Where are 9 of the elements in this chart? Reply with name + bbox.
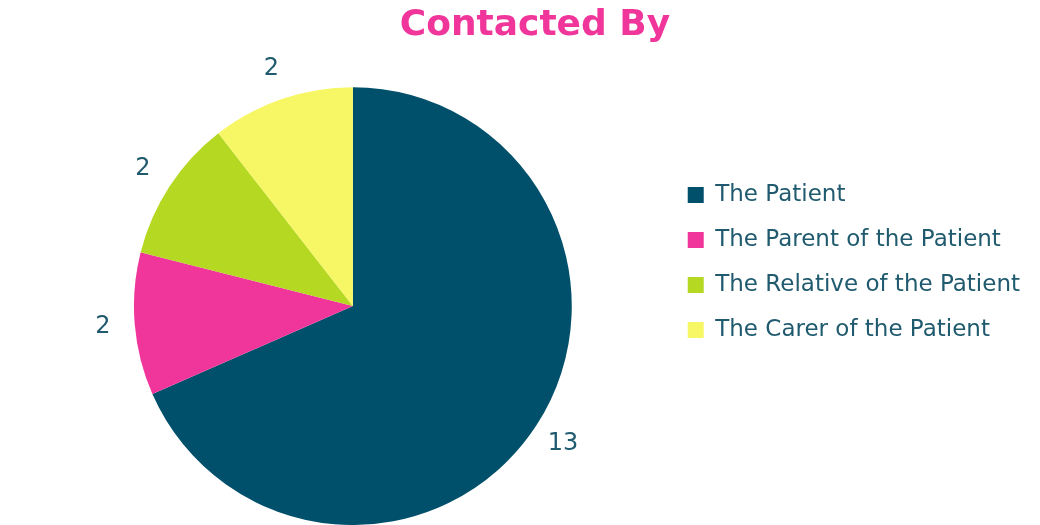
chart-title: Contacted By <box>399 1 671 43</box>
data-label: 13 <box>547 427 579 456</box>
data-label: 2 <box>263 53 280 82</box>
legend-label: The Parent of the Patient <box>714 224 1001 251</box>
data-label: 2 <box>135 153 151 182</box>
legend-label: The Patient <box>714 179 846 206</box>
legend-label: The Relative of the Patient <box>714 269 1021 296</box>
legend-label: The Carer of the Patient <box>714 314 990 341</box>
data-label: 2 <box>95 311 111 340</box>
